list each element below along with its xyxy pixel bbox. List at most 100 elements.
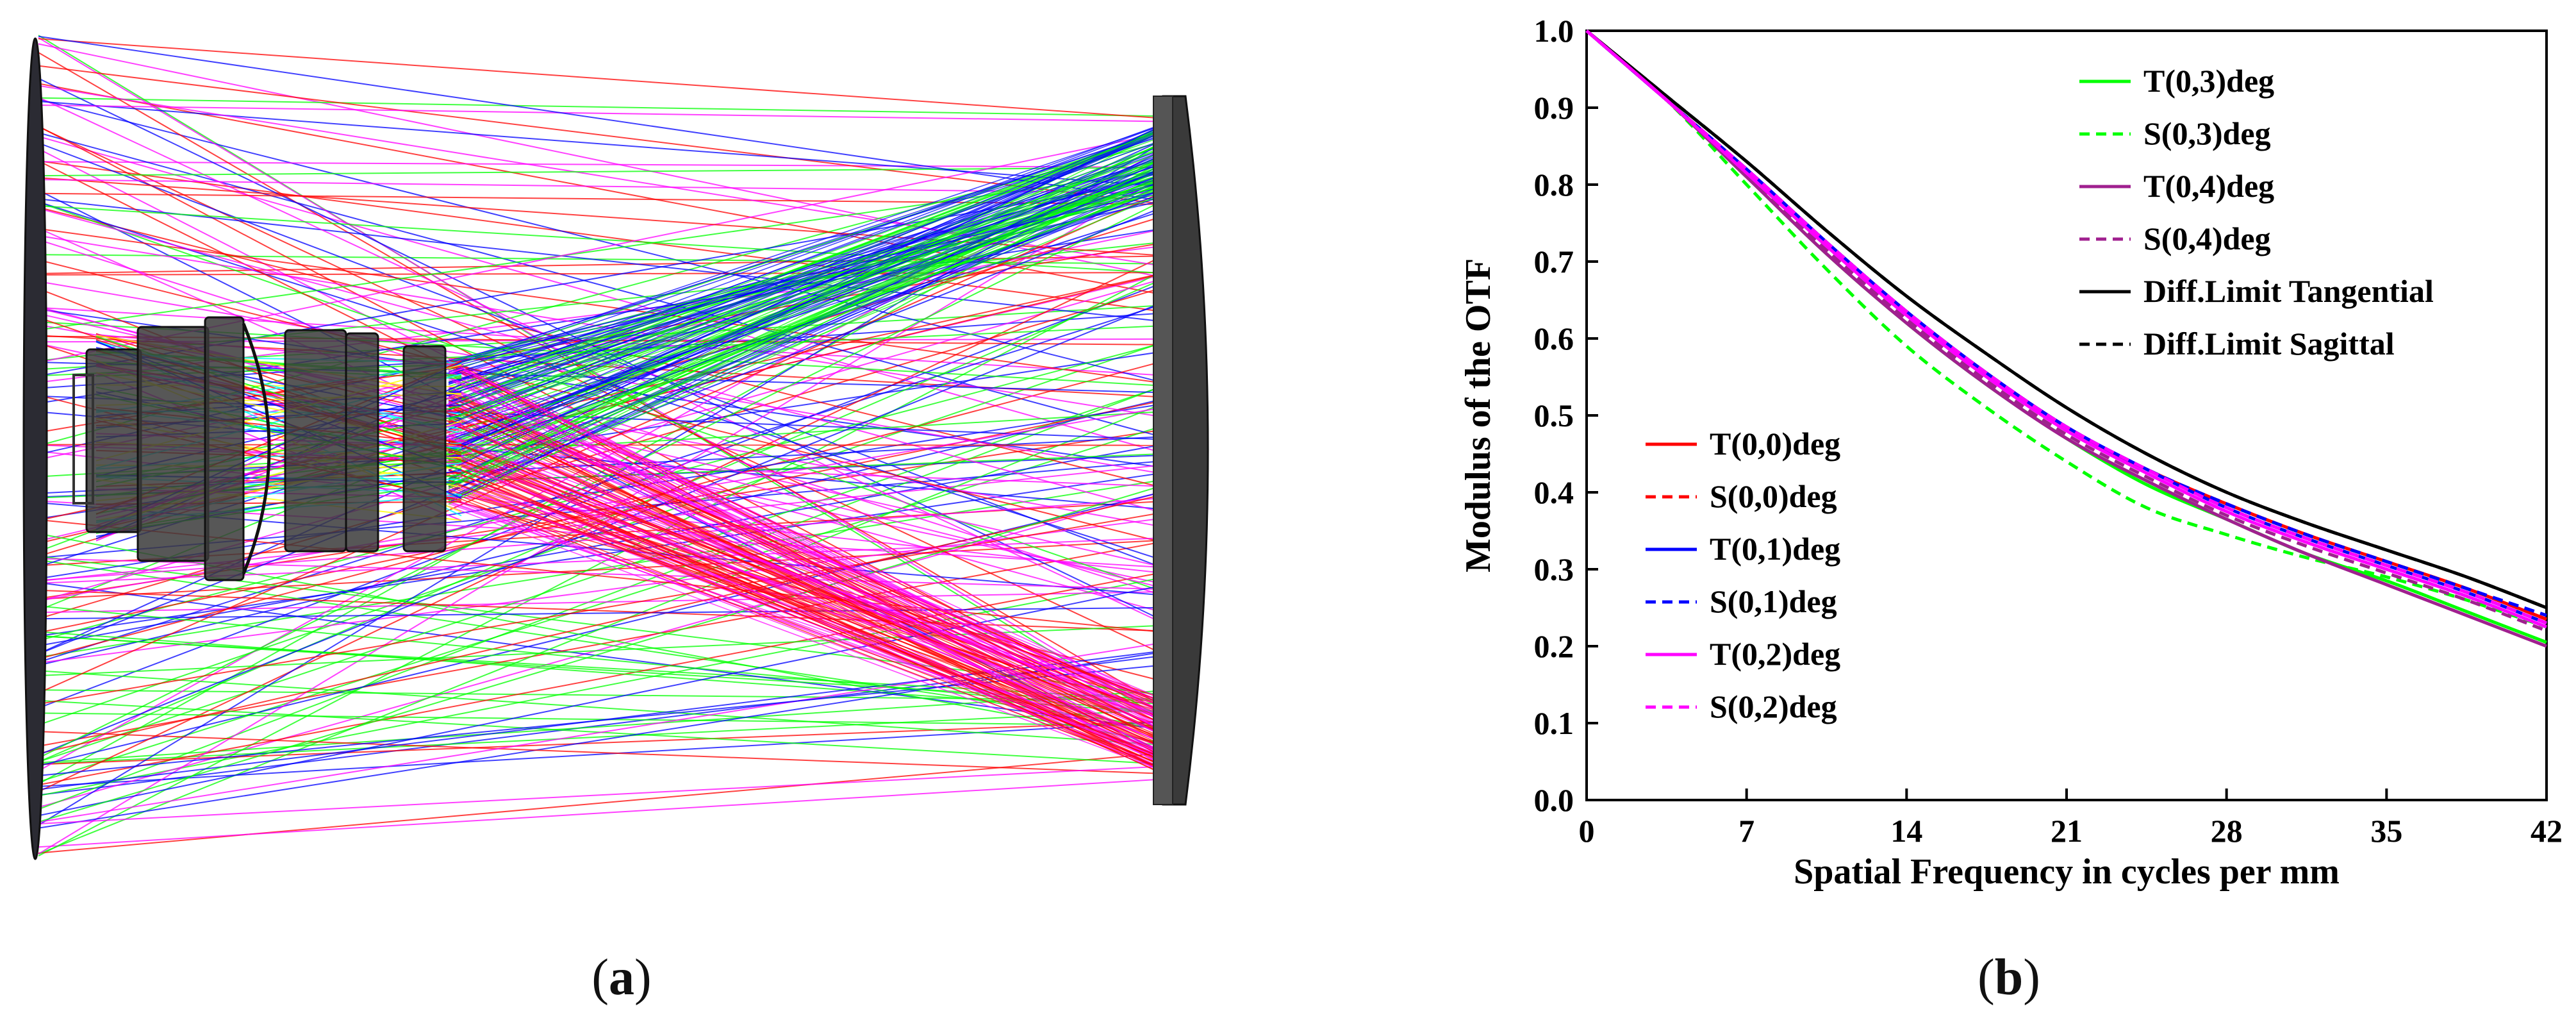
ray-line [38,198,1180,324]
ray-line [448,151,1180,425]
x-tick-label: 28 [2211,813,2243,849]
lens-element-2 [136,326,210,562]
ray-line [448,501,1180,765]
lens-element-5 [345,332,379,553]
ray-line [38,85,1180,270]
ray-line [38,396,1180,855]
ray-line [38,777,1180,848]
ray-line [448,118,1180,444]
ray-line [448,150,1180,483]
legend-label: S(0,3)deg [2143,115,2271,151]
legend-label: S(0,0)deg [1710,478,1837,514]
y-axis-label: Modulus of the OTF [1458,258,1498,572]
ray-line [448,133,1180,396]
panel-label-a: (a) [591,949,652,1006]
series-line-t-0-4-deg [1585,29,2547,648]
ray-line [448,156,1180,487]
ray-line [448,163,1180,469]
legend-label: S(0,1)deg [1710,583,1837,619]
ray-line [448,145,1180,421]
ray-line [448,371,1180,764]
ray-line [38,184,1180,694]
y-tick-label: 0.4 [1534,474,1574,510]
ray-line [448,190,1180,430]
mirror-rim [1153,96,1173,805]
ray-line [448,479,1180,767]
ray-line [448,360,1180,767]
ray-line [448,494,1180,776]
legend-lower: T(0,0)deg S(0,0)deg T(0,1)deg S(0,1)deg T(0,… [1646,426,1840,724]
ray-line [38,515,1180,664]
ray-line [38,688,1180,764]
ray-line [38,731,1180,775]
lens-element-1 [85,348,142,533]
ray-line [448,401,1180,710]
y-tick-label: 0.8 [1534,167,1574,203]
x-axis-label: Spatial Frequency in cycles per mm [1794,852,2340,892]
y-tick-label: 0.9 [1534,90,1574,126]
ray-line [38,192,1180,205]
ray-line [448,434,1180,710]
lens-curved-surface [242,323,271,574]
ray-line [38,606,1180,620]
ray-line [448,403,1180,712]
ray-line [448,406,1180,761]
ray-line [38,201,1180,566]
ray-line [448,452,1180,750]
ray-line [448,469,1180,765]
lens-raytrace-diagram [22,35,1209,860]
legend-label: T(0,3)deg [2143,63,2274,99]
lens-element-4 [284,329,347,553]
series-line-diff-limit-tangential [1585,29,2547,610]
ray-line [38,765,1180,824]
ray-line [38,38,1180,121]
ray-line [448,119,1180,425]
ray-line [448,133,1180,501]
legend-label: T(0,1)deg [1710,531,1840,567]
ray-line [448,503,1180,760]
ray-line [38,476,1180,658]
ray-line [38,569,1180,786]
ray-line [38,670,1180,747]
legend-label: T(0,2)deg [1710,636,1840,672]
legend-label: S(0,4)deg [2143,221,2271,256]
x-tick-label: 42 [2531,813,2563,849]
legend-label: T(0,4)deg [2143,168,2274,204]
y-tick-label: 0.5 [1534,397,1574,433]
ray-line [38,574,1180,797]
y-tick-label: 0.0 [1534,782,1574,818]
lens-element-6 [402,345,447,553]
ray-line [38,490,1180,755]
panel-label-b: (b) [1977,949,2040,1006]
ray-line [448,167,1180,487]
legend-label: S(0,2)deg [1710,688,1837,724]
ray-line [448,142,1180,503]
series-line-t-0-2-deg [1585,29,2547,629]
y-tick-label: 0.7 [1534,244,1574,280]
ray-line [448,143,1180,406]
ray-line [38,396,1180,633]
ray-line [448,156,1180,481]
ray-line [38,653,1180,796]
legend-label: Diff.Limit Tangential [2143,273,2434,309]
ray-line [38,35,1180,204]
ray-line [448,385,1180,775]
mtf-chart: 0 7 14 21 28 35 42 0.0 0.1 0.2 0.3 0.4 0.5 0.6 0.7 0.8 0… [1458,13,2563,892]
ray-line [38,708,1180,765]
ray-line [448,458,1180,765]
ray-line [448,119,1180,471]
ray-line [448,119,1180,366]
ray-line [448,124,1180,392]
y-tick-label: 1.0 [1534,13,1574,49]
ray-line [448,419,1180,772]
ray-line [448,440,1180,708]
entrance-aperture [22,37,48,860]
ray-line [448,181,1180,480]
y-tick-label: 0.6 [1534,321,1574,356]
ray-line [448,360,1180,736]
x-tick-label: 35 [2370,813,2402,849]
ray-line [448,413,1180,712]
ray-line [448,462,1180,734]
ray-line [448,389,1180,739]
series-line-s-0-2-deg [1585,29,2547,625]
